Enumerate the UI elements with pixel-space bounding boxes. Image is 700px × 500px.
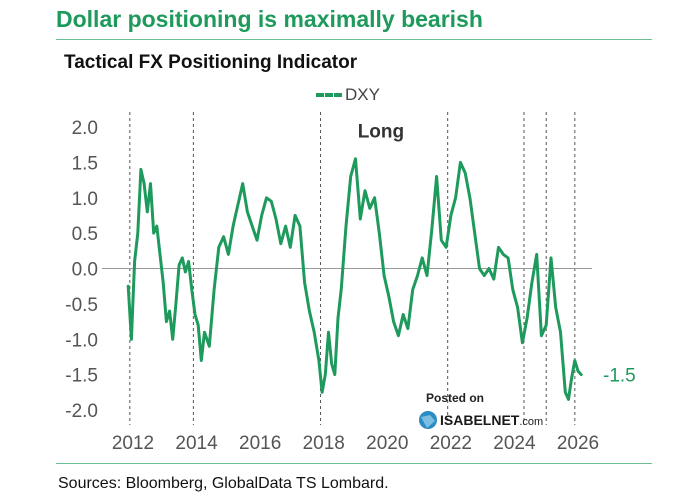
series-line-dxy <box>126 157 583 401</box>
y-tick-label: -1.0 <box>65 330 98 351</box>
chart-title: Tactical FX Positioning Indicator <box>64 52 358 73</box>
top-rule <box>56 39 652 40</box>
legend: DXY <box>316 85 380 105</box>
y-tick-label: 2.0 <box>72 118 98 139</box>
x-tick-label: 2014 <box>175 433 218 454</box>
x-tick-label: 2016 <box>239 433 281 454</box>
watermark-posted-text: Posted on <box>426 391 485 405</box>
x-tick-label: 2018 <box>303 433 345 454</box>
y-tick-label: -2.0 <box>65 401 98 422</box>
watermark: Posted on ISABELNET.com <box>418 391 558 437</box>
y-tick-label: 0.0 <box>72 260 98 281</box>
source-note: Sources: Bloomberg, GlobalData TS Lombar… <box>58 475 389 492</box>
watermark-brand: ISABELNET.com <box>440 412 543 428</box>
legend-swatch <box>316 93 342 97</box>
watermark-brand-tld: .com <box>519 416 544 428</box>
y-tick-label: 0.5 <box>72 224 98 245</box>
globe-logo-icon <box>419 411 437 429</box>
bottom-rule <box>56 463 652 464</box>
x-tick-label: 2024 <box>493 433 536 454</box>
last-value-label: -1.5 <box>603 366 636 387</box>
x-tick-label: 2026 <box>557 433 599 454</box>
x-tick-label: 2012 <box>112 433 154 454</box>
y-tick-label: 1.0 <box>72 189 98 210</box>
headline: Dollar positioning is maximally bearish <box>56 6 483 32</box>
annotation-long: Long <box>358 122 404 143</box>
x-tick-label: 2022 <box>430 433 472 454</box>
x-tick-label: 2020 <box>366 433 408 454</box>
y-tick-label: -1.5 <box>65 366 98 387</box>
legend-label-dxy: DXY <box>345 85 380 104</box>
y-tick-label: 1.5 <box>72 153 98 174</box>
y-tick-label: -0.5 <box>65 295 98 316</box>
watermark-brand-name: ISABELNET <box>440 412 520 428</box>
